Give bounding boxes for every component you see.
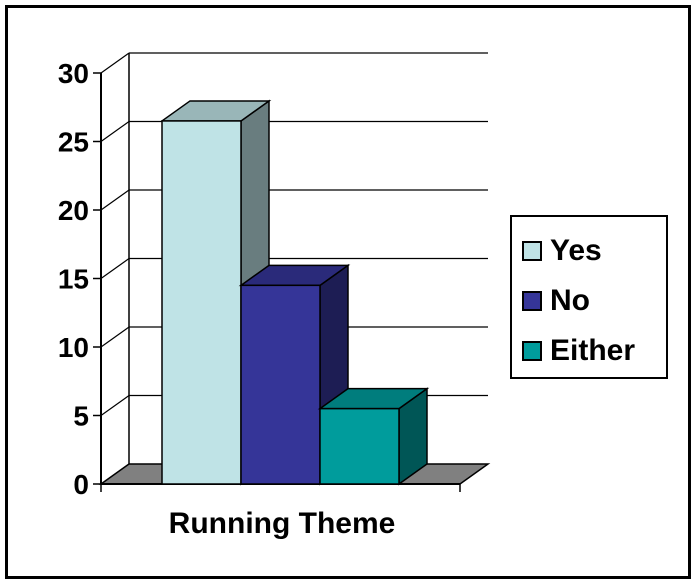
depth-line-15 bbox=[100, 258, 130, 279]
depth-line-5 bbox=[100, 395, 130, 416]
y-tick-label-0: 0 bbox=[73, 469, 89, 500]
depth-line-10 bbox=[100, 326, 130, 348]
legend-label-yes: Yes bbox=[550, 234, 602, 267]
bars bbox=[159, 99, 430, 486]
legend-swatch-either bbox=[522, 341, 542, 361]
bar-no-front bbox=[240, 284, 321, 485]
y-tick-label-10: 10 bbox=[58, 332, 89, 363]
legend-label-either: Either bbox=[550, 334, 636, 367]
legend-item-either: Either bbox=[522, 331, 635, 371]
y-tick-label-25: 25 bbox=[58, 127, 89, 158]
depth-line-30 bbox=[100, 52, 130, 74]
legend-swatch-no bbox=[522, 291, 542, 311]
legend: Yes No Either bbox=[510, 215, 668, 379]
y-tick-label-30: 30 bbox=[58, 58, 89, 89]
legend-label-no: No bbox=[550, 284, 590, 317]
y-tick-labels: 0 5 10 15 20 25 30 bbox=[58, 58, 89, 500]
y-tick-label-15: 15 bbox=[58, 264, 89, 295]
legend-item-no: No bbox=[522, 281, 590, 321]
y-tick-label-20: 20 bbox=[58, 195, 89, 226]
bar-either-front bbox=[319, 407, 400, 485]
bar-yes-front bbox=[161, 120, 242, 485]
bar-either bbox=[317, 387, 430, 486]
depth-line-20 bbox=[100, 189, 130, 211]
legend-item-yes: Yes bbox=[522, 231, 602, 271]
y-tick-label-5: 5 bbox=[73, 401, 89, 432]
depth-line-25 bbox=[100, 121, 130, 142]
category-label: Running Theme bbox=[169, 507, 396, 540]
legend-swatch-yes bbox=[522, 241, 542, 261]
